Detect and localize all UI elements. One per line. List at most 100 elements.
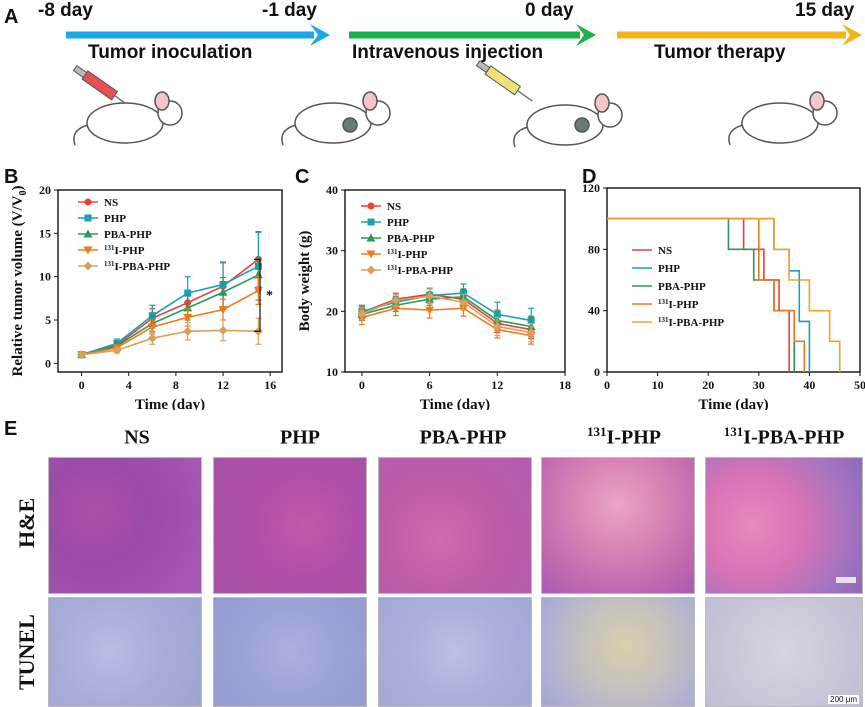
x-tick-label: 40 bbox=[803, 378, 815, 392]
scale-bar-icon bbox=[836, 577, 856, 583]
plot-frame bbox=[57, 189, 283, 373]
x-tick-label: 0 bbox=[79, 378, 85, 392]
x-axis-label: Time (day) bbox=[420, 397, 490, 410]
stage-label-injection: Intravenous injection bbox=[352, 42, 544, 63]
y-tick-label: 0 bbox=[45, 356, 51, 370]
legend-label: PBA-PHP bbox=[387, 233, 435, 245]
tick-label-minus1: -1 day bbox=[262, 0, 317, 21]
col-title-ns: NS bbox=[124, 426, 150, 449]
y-tick-label: 40 bbox=[326, 183, 338, 197]
timeline-arrows bbox=[66, 24, 862, 148]
data-point bbox=[184, 289, 192, 297]
series-line bbox=[361, 307, 532, 337]
data-point bbox=[391, 295, 401, 305]
arrowhead-inoculation bbox=[310, 24, 330, 46]
x-tick-label: 12 bbox=[217, 378, 229, 392]
legend-label: PHP bbox=[387, 217, 409, 229]
panel-label-b: B bbox=[4, 166, 19, 188]
legend-label: PBA-PHP bbox=[104, 229, 152, 241]
x-tick-label: 4 bbox=[126, 378, 132, 392]
data-point bbox=[147, 333, 157, 343]
mouse-treated-icon bbox=[728, 91, 838, 146]
data-point bbox=[357, 309, 367, 319]
x-tick-label: 16 bbox=[264, 378, 276, 392]
series-line bbox=[607, 217, 841, 372]
data-point bbox=[218, 287, 228, 296]
legend-label: 131I-PHP bbox=[658, 298, 699, 311]
data-point bbox=[492, 322, 502, 331]
row-title-he: H&E bbox=[14, 497, 39, 548]
series-line bbox=[607, 217, 806, 372]
legend-label: PHP bbox=[658, 263, 680, 275]
col-title-pba-php: PBA-PHP bbox=[419, 426, 507, 449]
col-title-131i-pba-php: 131I-PBA-PHP bbox=[723, 424, 845, 449]
syringe-injection-icon bbox=[475, 59, 533, 102]
x-tick-label: 30 bbox=[753, 378, 765, 392]
he-image-ns bbox=[48, 457, 202, 594]
data-point bbox=[77, 350, 87, 360]
series-line bbox=[81, 329, 259, 356]
tunel-image-131i-php bbox=[541, 597, 695, 707]
legend-marker bbox=[84, 214, 92, 222]
legend-label: PHP bbox=[104, 213, 126, 225]
series-line bbox=[81, 265, 259, 356]
y-axis-label: Relative tumor volume (V/V0) bbox=[10, 186, 29, 377]
x-tick-label: 12 bbox=[491, 378, 503, 392]
y-tick-label: 80 bbox=[588, 242, 600, 256]
legend-label: NS bbox=[658, 245, 672, 257]
legend-label: NS bbox=[387, 201, 401, 213]
data-point bbox=[183, 303, 193, 312]
x-tick-label: 6 bbox=[427, 378, 433, 392]
data-point bbox=[183, 313, 193, 322]
he-image-131i-php bbox=[541, 457, 695, 594]
x-tick-label: 0 bbox=[359, 378, 365, 392]
mouse-injected-icon bbox=[513, 93, 623, 148]
legend-marker bbox=[83, 246, 93, 255]
chart-tumor-volume: 0 4 8 12 16 0 5 10 15 20 Time (day) Relative tumor … bbox=[10, 183, 283, 410]
panel-label-a: A bbox=[4, 6, 19, 28]
panel-label-e: E bbox=[4, 418, 18, 440]
tunel-image-pba-php bbox=[378, 597, 532, 707]
legend-label: PBA-PHP bbox=[658, 281, 706, 293]
legend-marker bbox=[83, 229, 93, 238]
data-point bbox=[147, 323, 157, 332]
y-tick-label: 10 bbox=[39, 270, 51, 284]
row-title-tunel: TUNEL bbox=[14, 614, 39, 690]
y-tick-label: 120 bbox=[582, 181, 600, 195]
data-point bbox=[425, 291, 435, 301]
legend-label: 131I-PBA-PHP bbox=[658, 316, 724, 329]
data-point bbox=[253, 287, 263, 296]
y-tick-label: 10 bbox=[326, 365, 338, 379]
y-tick-label: 20 bbox=[326, 304, 338, 318]
plot-frame bbox=[606, 187, 861, 373]
y-tick-label: 40 bbox=[588, 304, 600, 318]
panel-label-d: D bbox=[582, 166, 597, 188]
stage-label-inoculation: Tumor inoculation bbox=[88, 42, 253, 63]
stage-label-therapy: Tumor therapy bbox=[654, 42, 786, 63]
series-line bbox=[607, 217, 790, 372]
he-image-131i-pba-php bbox=[705, 457, 863, 594]
data-point bbox=[526, 328, 536, 338]
x-tick-label: 0 bbox=[604, 378, 610, 392]
data-point bbox=[218, 306, 228, 315]
tunel-image-php bbox=[213, 597, 367, 707]
tick-label-zero: 0 day bbox=[525, 0, 574, 21]
x-tick-label: 50 bbox=[854, 378, 865, 392]
syringe-icon bbox=[72, 64, 130, 107]
legend-label: 131I-PBA-PHP bbox=[387, 264, 453, 277]
legend-marker bbox=[366, 265, 376, 275]
series-line bbox=[81, 258, 259, 356]
legend-marker bbox=[367, 218, 375, 226]
y-tick-label: 0 bbox=[594, 365, 600, 379]
he-image-pba-php bbox=[378, 457, 532, 594]
y-tick-label: 20 bbox=[39, 183, 51, 197]
y-tick-label: 5 bbox=[45, 313, 51, 327]
data-point bbox=[183, 326, 193, 336]
legend-label: 131I-PHP bbox=[104, 244, 145, 257]
x-tick-label: 8 bbox=[173, 378, 179, 392]
legend-label: 131I-PHP bbox=[387, 248, 428, 261]
chart-body-weight: 0 6 12 18 10 20 30 40 Time (day) Body weight (g) N… bbox=[297, 183, 571, 410]
mouse-icon bbox=[73, 91, 183, 146]
data-point bbox=[425, 306, 435, 315]
legend-label: 131I-PBA-PHP bbox=[104, 260, 170, 273]
